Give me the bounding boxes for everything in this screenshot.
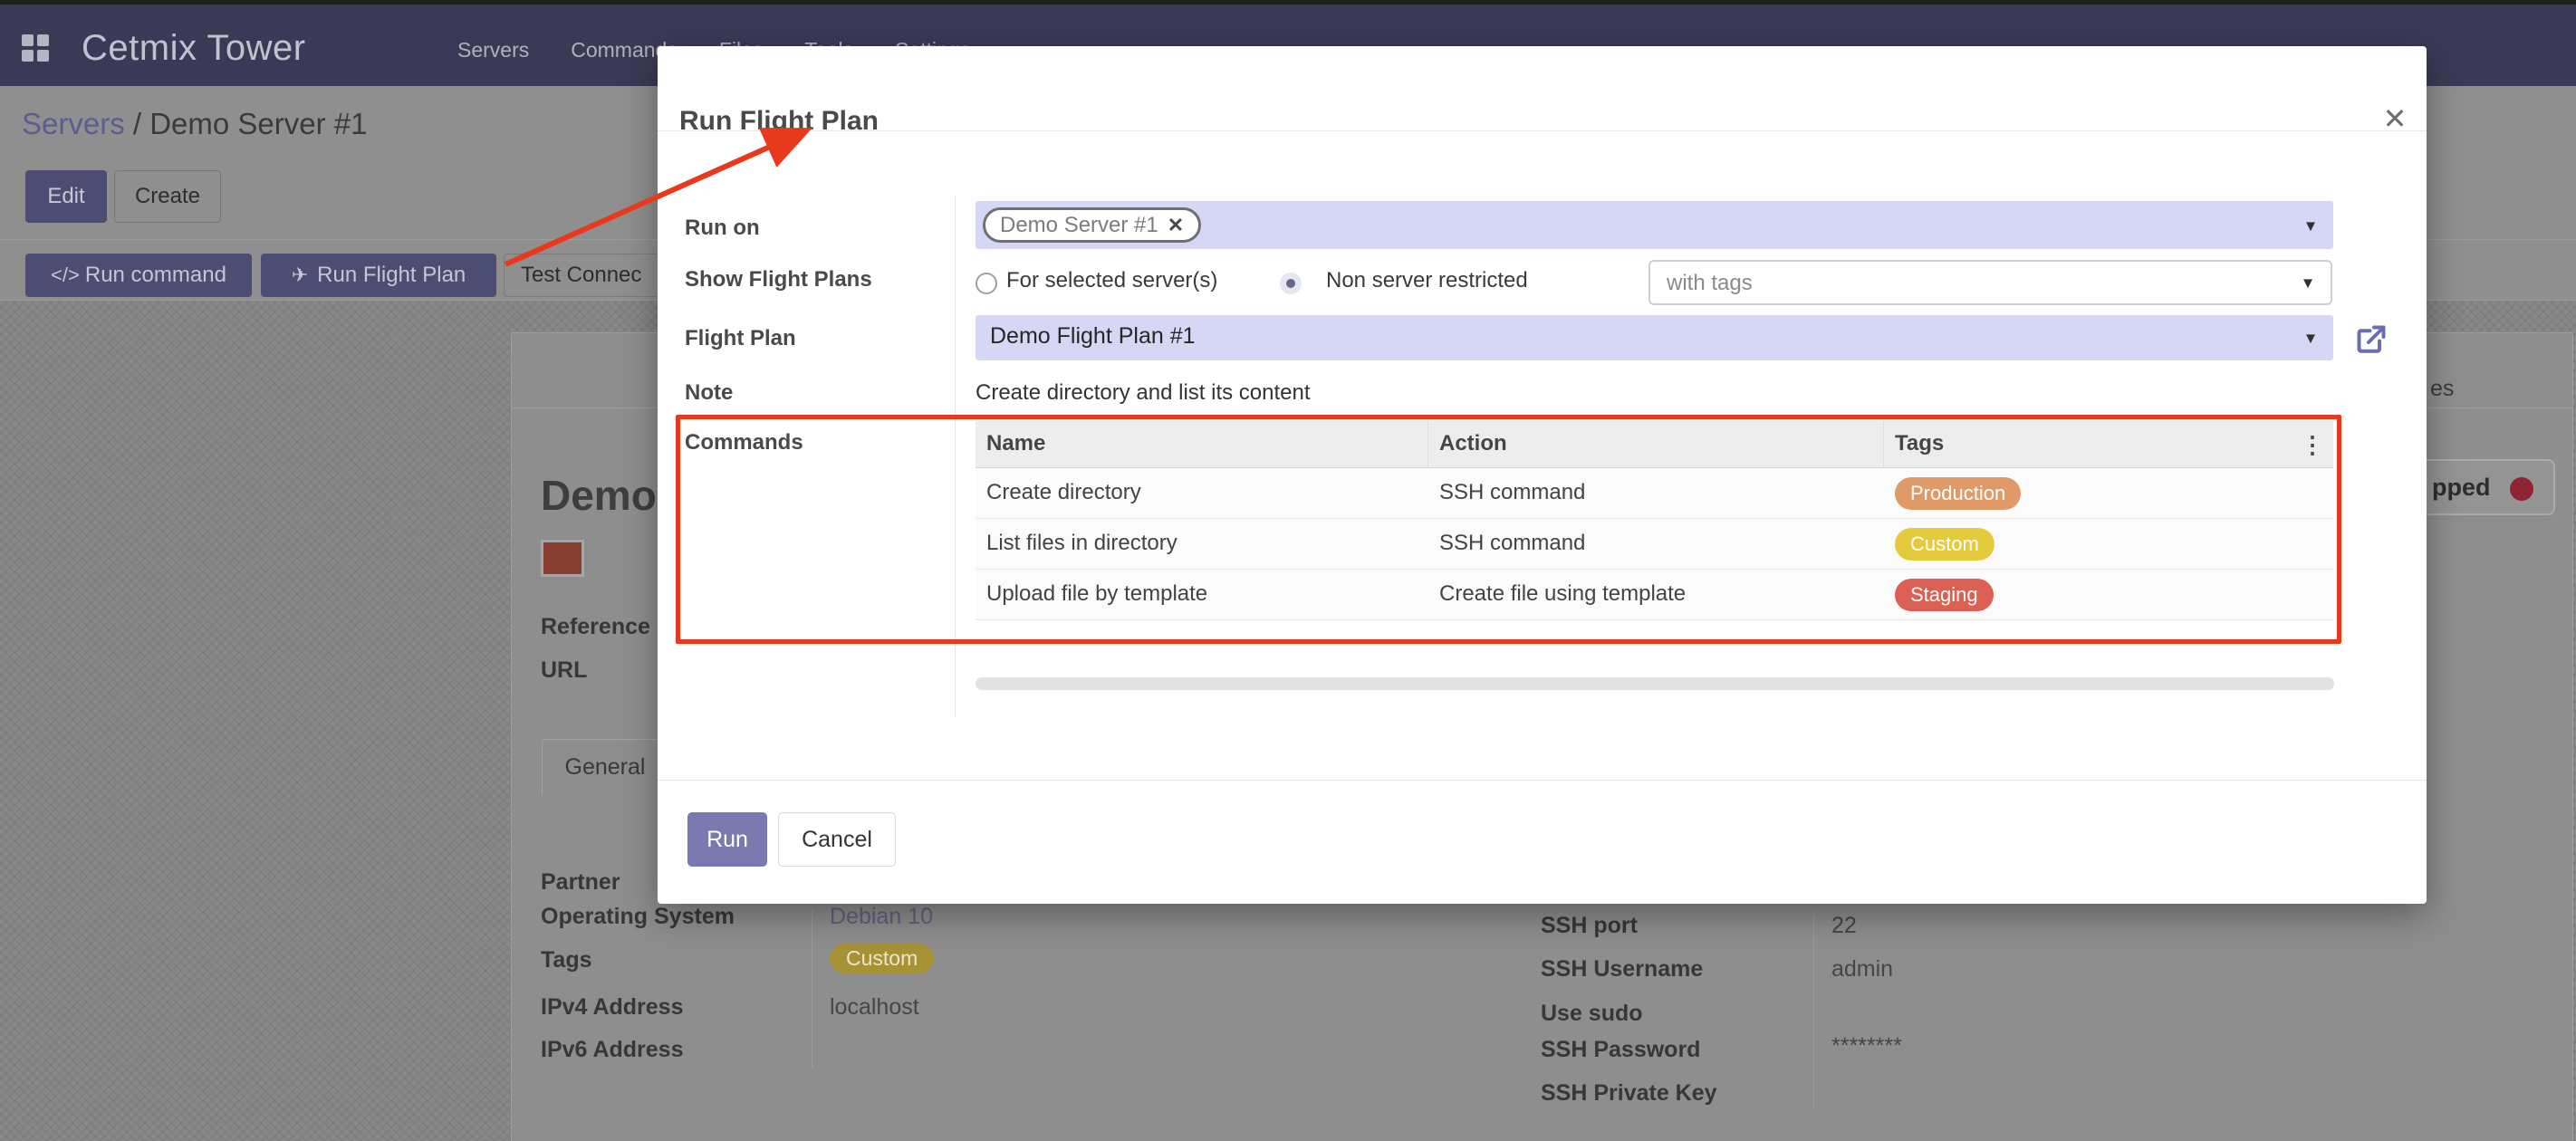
cell-name: List files in directory xyxy=(986,531,1177,555)
column-header-name[interactable]: Name xyxy=(976,421,1428,467)
window-top-edge xyxy=(0,0,2576,5)
tags-label: Tags xyxy=(541,947,592,973)
os-value[interactable]: Debian 10 xyxy=(830,904,933,929)
chevron-down-icon[interactable]: ▾ xyxy=(2305,216,2315,235)
cell-action: SSH command xyxy=(1439,531,1586,555)
breadcrumb-current: Demo Server #1 xyxy=(149,107,368,140)
table-row[interactable]: List files in directory SSH command Cust… xyxy=(976,519,2333,570)
flight-plan-label: Flight Plan xyxy=(685,326,796,350)
apps-grid-icon[interactable] xyxy=(22,34,49,62)
ssh-password-value: ******** xyxy=(1831,1033,1902,1059)
cell-action: Create file using template xyxy=(1439,581,1687,606)
url-label: URL xyxy=(541,657,588,683)
use-sudo-label: Use sudo xyxy=(1541,1001,1643,1026)
with-tags-value: with tags xyxy=(1667,271,1753,295)
app-brand[interactable]: Cetmix Tower xyxy=(82,28,306,68)
commands-table: Name Action Tags ⋮ Create directory SSH … xyxy=(976,421,2333,620)
divider xyxy=(658,130,2427,131)
reference-label: Reference xyxy=(541,614,650,639)
divider xyxy=(658,780,2427,781)
chevron-down-icon: ▾ xyxy=(2302,273,2312,293)
ssh-private-key-label: SSH Private Key xyxy=(1541,1080,1717,1106)
column-header-action[interactable]: Action xyxy=(1428,421,1884,467)
ipv4-label: IPv4 Address xyxy=(541,994,684,1020)
server-color-swatch[interactable] xyxy=(541,540,584,577)
ssh-port-label: SSH port xyxy=(1541,913,1638,938)
run-on-input[interactable]: Demo Server #1 ✕ ▾ xyxy=(976,201,2333,249)
ssh-username-value: admin xyxy=(1831,956,1894,982)
create-button[interactable]: Create xyxy=(114,170,221,223)
os-label: Operating System xyxy=(541,904,735,929)
run-flight-plan-dialog: Run Flight Plan ✕ Run on Demo Server #1 … xyxy=(658,46,2427,904)
run-command-label: Run command xyxy=(84,263,226,287)
column-header-tags[interactable]: Tags xyxy=(1895,431,1945,455)
ssh-username-label: SSH Username xyxy=(1541,956,1704,982)
table-row[interactable]: Upload file by template Create file usin… xyxy=(976,570,2333,620)
tag-remove-icon[interactable]: ✕ xyxy=(1167,213,1185,236)
cell-action: SSH command xyxy=(1439,480,1586,504)
commands-table-header: Name Action Tags ⋮ xyxy=(976,421,2333,468)
status-stopped-label: pped xyxy=(2432,474,2491,501)
divider xyxy=(955,195,956,717)
external-link-icon[interactable] xyxy=(2355,323,2388,356)
tags-value-badge: Custom xyxy=(830,944,935,973)
ssh-password-label: SSH Password xyxy=(1541,1037,1701,1062)
tab-general[interactable]: General xyxy=(542,739,668,795)
with-tags-select[interactable]: with tags ▾ xyxy=(1648,260,2332,305)
radio-non-server-restricted-label[interactable]: Non server restricted xyxy=(1326,268,1528,292)
optional-columns-icon[interactable]: ⋮ xyxy=(2301,431,2324,458)
chevron-down-icon: ▾ xyxy=(2305,328,2315,349)
edit-button[interactable]: Edit xyxy=(25,170,107,223)
radio-for-selected-servers-label[interactable]: For selected server(s) xyxy=(1006,268,1218,292)
tag-badge: Staging xyxy=(1895,579,1994,611)
note-label: Note xyxy=(685,380,734,405)
server-status-badge: pped xyxy=(2403,459,2555,515)
run-flight-plan-button[interactable]: ✈ Run Flight Plan xyxy=(261,254,496,297)
server-name-heading: Demo xyxy=(541,472,657,519)
flight-plan-value: Demo Flight Plan #1 xyxy=(990,323,1196,349)
note-value: Create directory and list its content xyxy=(976,380,1311,405)
tag-badge: Production xyxy=(1895,477,2022,510)
partner-label: Partner xyxy=(541,869,620,895)
horizontal-scrollbar[interactable] xyxy=(976,677,2334,690)
breadcrumb-servers-link[interactable]: Servers xyxy=(22,107,125,140)
run-flight-plan-label: Run Flight Plan xyxy=(317,263,466,287)
radio-for-selected-servers[interactable] xyxy=(976,273,997,294)
server-tag-pill: Demo Server #1 ✕ xyxy=(983,207,1202,243)
nav-item-servers[interactable]: Servers xyxy=(457,38,530,62)
divider xyxy=(1813,909,1814,1108)
test-connection-button[interactable]: Test Connec xyxy=(504,254,659,297)
cancel-button[interactable]: Cancel xyxy=(778,812,896,867)
cell-tags: Production xyxy=(1884,468,2333,518)
cell-tags: Custom xyxy=(1884,519,2333,569)
close-icon[interactable]: ✕ xyxy=(2382,102,2408,135)
run-command-button[interactable]: </> Run command xyxy=(25,254,252,297)
flight-plan-select[interactable]: Demo Flight Plan #1 ▾ xyxy=(976,315,2333,360)
ipv6-label: IPv6 Address xyxy=(541,1037,684,1062)
breadcrumb-separator: / xyxy=(124,107,150,140)
cell-tags: Staging xyxy=(1884,570,2333,619)
tag-badge: Custom xyxy=(1895,528,1994,561)
dialog-title: Run Flight Plan xyxy=(679,106,879,136)
server-tag-label: Demo Server #1 xyxy=(1000,212,1158,237)
cell-name: Upload file by template xyxy=(986,581,1208,606)
run-on-label: Run on xyxy=(685,216,760,240)
breadcrumb: Servers / Demo Server #1 xyxy=(22,107,367,141)
show-flight-plans-label: Show Flight Plans xyxy=(685,267,872,292)
radio-non-server-restricted[interactable] xyxy=(1280,273,1302,294)
cell-name: Create directory xyxy=(986,480,1141,504)
plane-icon: ✈ xyxy=(291,264,309,286)
run-button[interactable]: Run xyxy=(687,812,767,867)
ipv4-value: localhost xyxy=(830,994,919,1020)
smart-button-files-fragment[interactable]: es xyxy=(2430,376,2455,401)
status-dot-icon xyxy=(2510,477,2533,501)
code-icon: </> xyxy=(51,264,80,286)
ssh-port-value: 22 xyxy=(1831,913,1857,938)
table-row[interactable]: Create directory SSH command Production xyxy=(976,468,2333,519)
commands-label: Commands xyxy=(685,430,803,455)
